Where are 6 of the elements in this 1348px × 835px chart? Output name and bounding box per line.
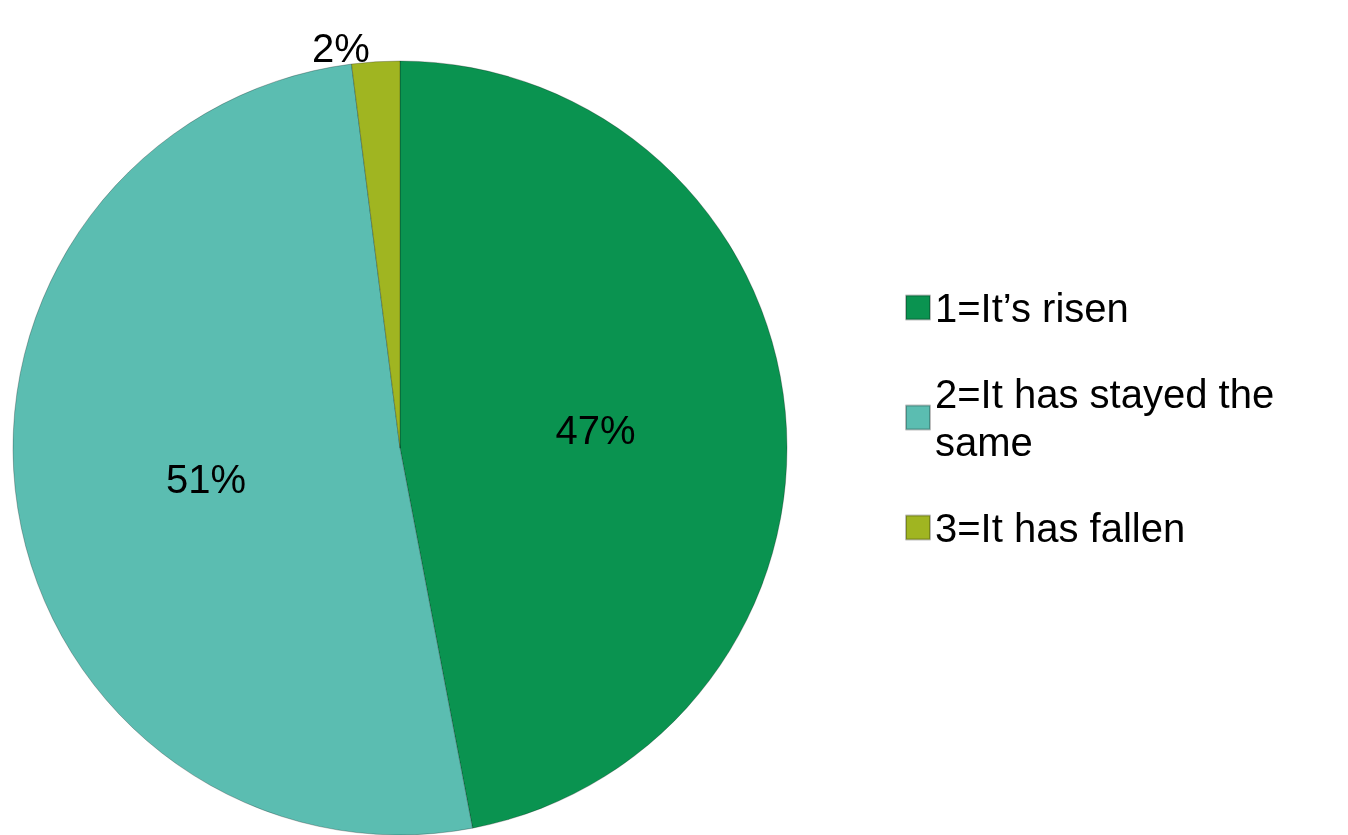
data-label: 47% — [555, 407, 636, 452]
data-label: 2% — [312, 25, 370, 70]
legend-label: 2=It has stayed the same — [935, 371, 1286, 464]
data-label: 51% — [165, 456, 246, 501]
legend-label: 1=It’s risen — [935, 285, 1129, 330]
legend-label: 3=It has fallen — [935, 505, 1186, 550]
